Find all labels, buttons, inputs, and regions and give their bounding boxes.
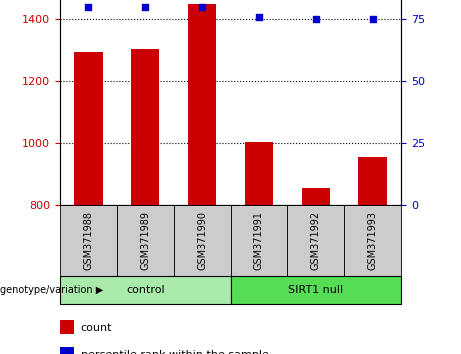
Text: control: control <box>126 285 165 295</box>
Bar <box>60 320 74 333</box>
Bar <box>188 4 216 205</box>
Bar <box>131 49 160 205</box>
Text: GSM371990: GSM371990 <box>197 211 207 270</box>
Text: percentile rank within the sample: percentile rank within the sample <box>81 350 269 354</box>
Point <box>312 17 319 22</box>
Text: genotype/variation ▶: genotype/variation ▶ <box>0 285 104 295</box>
Bar <box>245 142 273 205</box>
Text: GSM371991: GSM371991 <box>254 211 264 270</box>
Bar <box>174 205 230 276</box>
Bar <box>358 157 387 205</box>
Bar <box>60 347 74 354</box>
Bar <box>60 276 230 304</box>
Text: GSM371988: GSM371988 <box>83 211 94 270</box>
Bar <box>301 188 330 205</box>
Point <box>85 4 92 10</box>
Text: GSM371989: GSM371989 <box>140 211 150 270</box>
Bar <box>230 205 287 276</box>
Point <box>369 17 376 22</box>
Text: SIRT1 null: SIRT1 null <box>288 285 343 295</box>
Point <box>255 14 263 20</box>
Point <box>142 4 149 10</box>
Bar <box>74 52 102 205</box>
Bar <box>117 205 174 276</box>
Bar <box>344 205 401 276</box>
Text: count: count <box>81 323 112 333</box>
Text: GSM371993: GSM371993 <box>367 211 378 270</box>
Bar <box>287 205 344 276</box>
Point <box>198 4 206 10</box>
Text: GSM371992: GSM371992 <box>311 211 321 270</box>
Bar <box>60 205 117 276</box>
Bar <box>230 276 401 304</box>
